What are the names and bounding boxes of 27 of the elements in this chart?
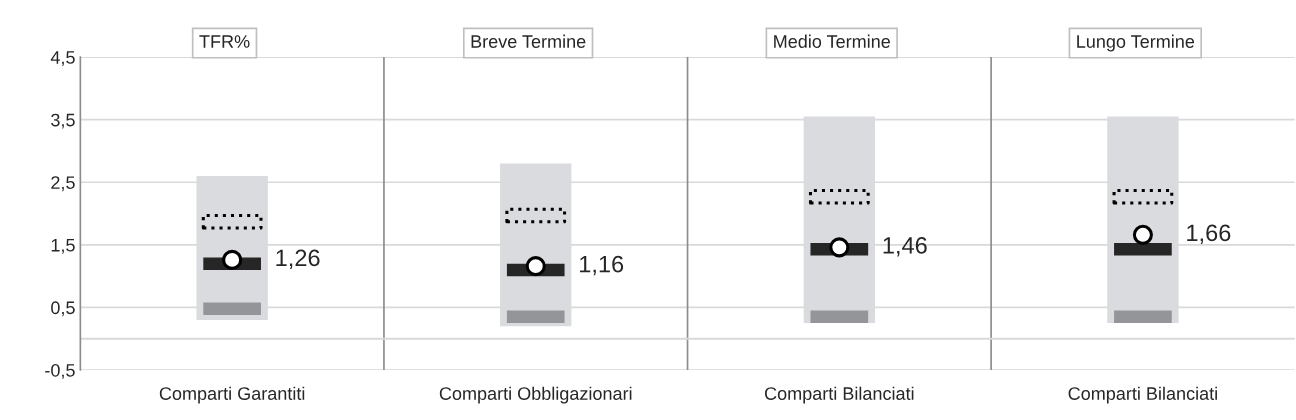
- bar: [506, 310, 565, 324]
- y-tick-label: -0,5: [45, 363, 75, 379]
- y-tick-label: 1,5: [51, 238, 75, 254]
- data-label: 1,66: [1187, 224, 1231, 244]
- point: [222, 249, 243, 270]
- x-tick-label: Comparti Garantiti: [159, 386, 305, 404]
- text: Lungo Termine: [1077, 34, 1195, 52]
- y-tick-label: 3,5: [51, 113, 75, 129]
- text: Breve Termine: [471, 34, 586, 48]
- x-tick-label: Comparti Bilanciati: [1068, 386, 1217, 404]
- data-label: 1,46: [883, 236, 927, 257]
- text: TFR%: [199, 35, 250, 48]
- point: [829, 237, 850, 258]
- text: Medio Termine: [774, 34, 890, 48]
- x-tick-label: Comparti Bilanciati: [764, 386, 914, 404]
- y-tick-label: 2,5: [51, 176, 75, 192]
- y-tick-label: 4,5: [50, 51, 75, 66]
- x-tick-label: Comparti Obbligazionari: [439, 386, 632, 404]
- point: [525, 256, 546, 277]
- bar: [1114, 242, 1172, 256]
- bar: [810, 310, 869, 324]
- bar: [203, 302, 261, 315]
- bar: [1114, 310, 1172, 324]
- point: [1132, 224, 1153, 245]
- data-label: 1,26: [276, 249, 320, 270]
- y-tick-label: 0,5: [51, 301, 75, 317]
- data-label: 1,16: [580, 255, 624, 276]
